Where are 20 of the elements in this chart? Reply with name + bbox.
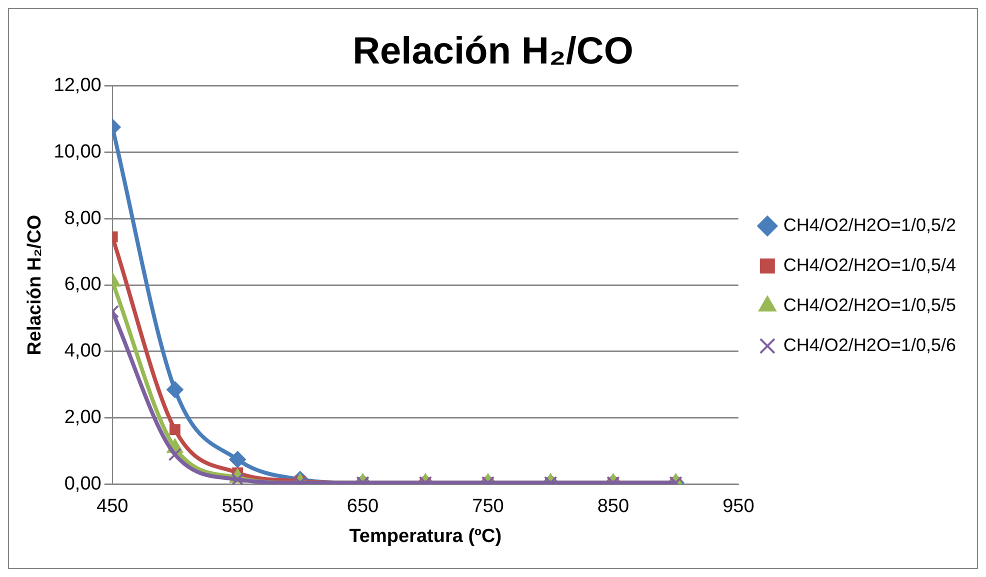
y-tick-label: 4,00 xyxy=(64,340,102,362)
legend-label: CH4/O2/H2O=1/0,5/2 xyxy=(783,214,956,235)
legend-label: CH4/O2/H2O=1/0,5/6 xyxy=(783,334,956,355)
x-tick-label: 550 xyxy=(222,496,254,518)
x-axis-title: Temperatura (ºC) xyxy=(349,526,502,547)
y-tick-label: 0,00 xyxy=(64,474,102,495)
y-tick-label: 8,00 xyxy=(64,208,102,229)
y-tick-label: 6,00 xyxy=(64,274,102,296)
legend-label: CH4/O2/H2O=1/0,5/5 xyxy=(783,294,956,315)
legend-label: CH4/O2/H2O=1/0,5/4 xyxy=(783,254,956,275)
x-tick-label: 750 xyxy=(472,496,504,518)
y-tick-label: 10,00 xyxy=(54,141,102,162)
x-tick-label: 650 xyxy=(346,496,379,518)
x-tick-label: 850 xyxy=(597,496,630,518)
x-tick-label: 450 xyxy=(96,496,128,518)
y-tick-label: 12,00 xyxy=(54,74,102,96)
y-axis-title: Relación H₂/CO xyxy=(24,214,46,356)
x-tick-label: 950 xyxy=(722,496,754,518)
y-tick-label: 2,00 xyxy=(64,407,102,428)
chart-title: Relación H₂/CO xyxy=(352,30,634,72)
